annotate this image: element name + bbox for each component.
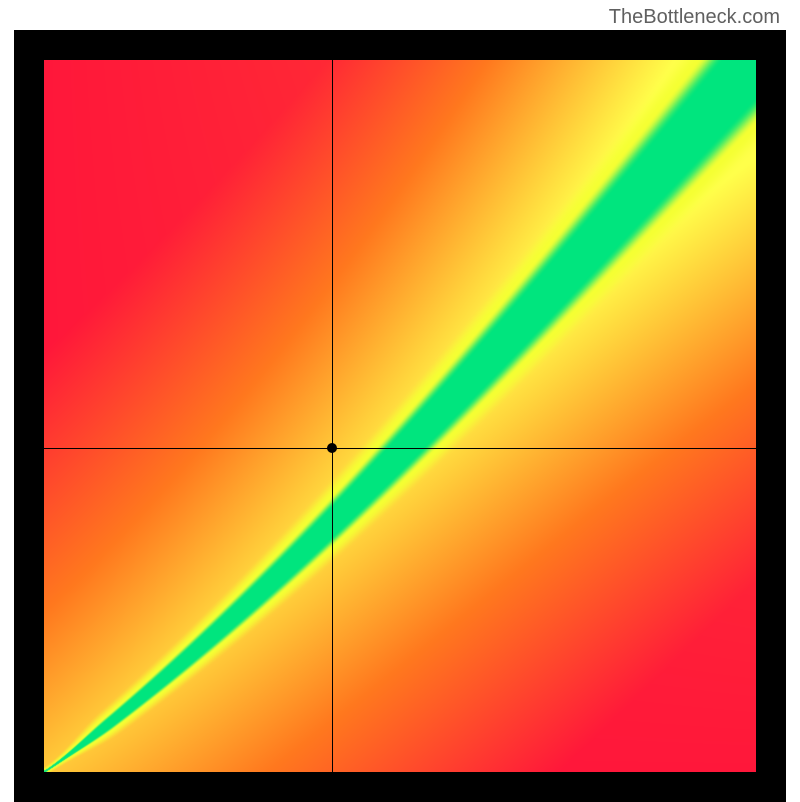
plot-frame bbox=[14, 30, 786, 802]
watermark-text: TheBottleneck.com bbox=[609, 6, 780, 29]
crosshair-vertical bbox=[332, 60, 333, 772]
heatmap-canvas bbox=[44, 60, 756, 772]
crosshair-horizontal bbox=[44, 448, 756, 449]
crosshair-marker bbox=[327, 443, 337, 453]
chart-container: TheBottleneck.com bbox=[0, 0, 800, 800]
